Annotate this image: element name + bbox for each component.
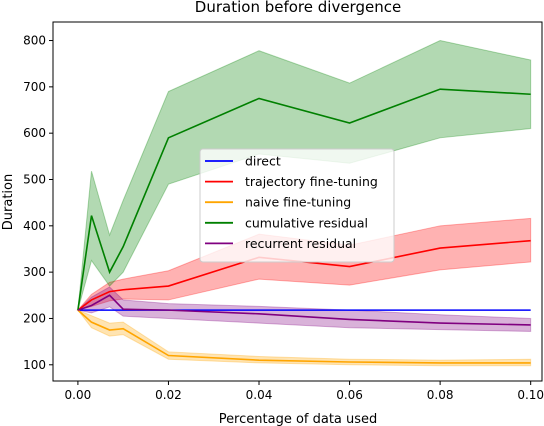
y-tick-label: 500 bbox=[23, 172, 46, 186]
legend: direct trajectory fine-tuning naive fine-t… bbox=[199, 148, 395, 263]
legend-label-direct: direct bbox=[245, 154, 281, 169]
naive-fine-tuning-band bbox=[76, 308, 532, 367]
x-tick-label: 0.08 bbox=[427, 388, 454, 402]
y-tick-label: 700 bbox=[23, 80, 46, 94]
legend-box bbox=[199, 148, 395, 263]
confidence-bands bbox=[76, 40, 532, 367]
x-tick-label: 0.02 bbox=[155, 388, 182, 402]
y-tick-label: 300 bbox=[23, 265, 46, 279]
trajectory-fine-tuning-band bbox=[76, 217, 532, 312]
y-tick-label: 200 bbox=[23, 311, 46, 325]
legend-label-recurrent-residual: recurrent residual bbox=[245, 236, 356, 251]
legend-label-naive-fine-tuning: naive fine-tuning bbox=[245, 195, 351, 210]
y-tick-label: 400 bbox=[23, 219, 46, 233]
y-tick-label: 800 bbox=[23, 34, 46, 48]
plot-frame bbox=[52, 21, 543, 382]
x-tick-label: 0.10 bbox=[517, 388, 544, 402]
cumulative-residual-band bbox=[77, 40, 532, 311]
x-tick-label: 0.00 bbox=[65, 388, 92, 402]
legend-label-trajectory-fine-tuning: trajectory fine-tuning bbox=[245, 174, 378, 189]
recurrent-residual-band bbox=[76, 286, 532, 332]
y-axis-label: Duration bbox=[1, 174, 16, 230]
x-tick-label: 0.06 bbox=[336, 388, 363, 402]
y-tick-label: 600 bbox=[23, 126, 46, 140]
naive-fine-tuning-line bbox=[77, 309, 531, 364]
y-axis: 100 200 300 400 500 600 700 800 bbox=[23, 34, 53, 372]
y-tick-label: 100 bbox=[23, 358, 46, 372]
series-lines bbox=[77, 88, 531, 364]
x-axis-label: Percentage of data used bbox=[219, 412, 378, 426]
legend-label-cumulative-residual: cumulative residual bbox=[245, 215, 368, 230]
x-axis: 0.00 0.02 0.04 0.06 0.08 0.10 bbox=[65, 381, 544, 402]
chart-title: Duration before divergence bbox=[195, 0, 401, 16]
cumulative-residual-line bbox=[77, 88, 531, 311]
x-tick-label: 0.04 bbox=[246, 388, 273, 402]
trajectory-fine-tuning-line bbox=[77, 239, 531, 311]
recurrent-residual-line bbox=[77, 294, 531, 326]
